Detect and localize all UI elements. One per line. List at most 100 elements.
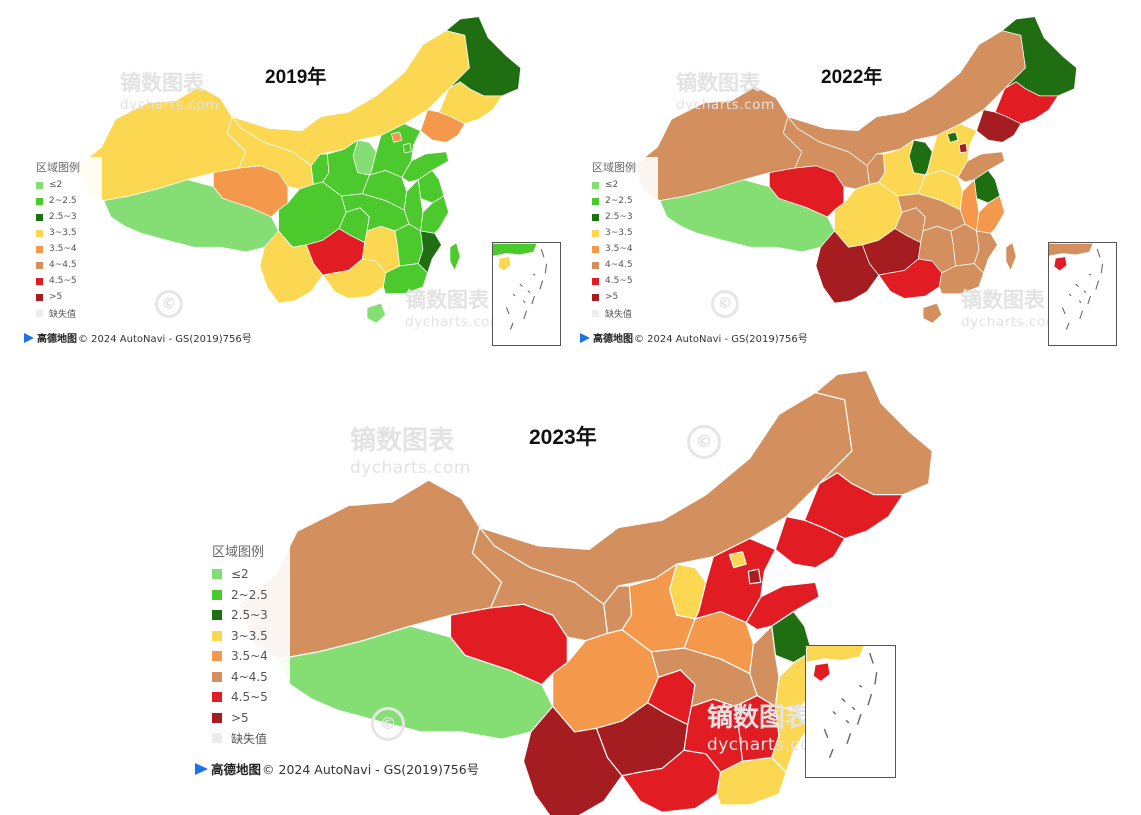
map-legend: 区域图例 ≤2 2~2.5 2.5~3 3~3.5 3.5~4 4~4.5 4.5~5 >5 缺… (580, 157, 658, 323)
legend-item: >5 (592, 289, 658, 305)
inset-boundary-dash (540, 281, 543, 290)
region-taiwan (450, 243, 460, 271)
inset-boundary-dash (506, 307, 509, 314)
inset-boundary-dash (830, 749, 833, 758)
legend-label: 缺失值 (49, 307, 76, 320)
legend-swatch (592, 230, 599, 237)
inset-boundary-dash (852, 707, 855, 710)
legend-swatch (36, 230, 43, 237)
amap-logo-icon (580, 333, 590, 343)
legend-item: ≤2 (36, 177, 102, 193)
region-fujian (418, 231, 441, 273)
legend-item: 2~2.5 (36, 193, 102, 209)
legend-item: 3.5~4 (36, 241, 102, 257)
legend-swatch (212, 610, 222, 620)
inset-boundary-dash (528, 291, 530, 293)
inset-boundary-dash (842, 698, 845, 701)
map-title-year: 2022年 (821, 62, 882, 89)
legend-item: 4.5~5 (212, 687, 290, 708)
region-tianjin (403, 143, 411, 152)
inset-mainland-coast (807, 646, 864, 662)
legend-swatch (36, 262, 43, 269)
inset-boundary-dash (1079, 301, 1081, 303)
legend-label: 2.5~3 (605, 212, 633, 222)
inset-hainan-island (1054, 257, 1066, 270)
legend-item: >5 (212, 708, 290, 729)
legend-item: 2~2.5 (212, 585, 290, 606)
legend-item: >5 (36, 289, 102, 305)
legend-swatch (212, 590, 222, 600)
legend-swatch (592, 182, 599, 189)
inset-boundary-dash (1101, 264, 1102, 273)
inset-boundary-dash (510, 323, 513, 330)
inset-boundary-dash (1062, 307, 1065, 314)
inset-boundary-dash (545, 264, 546, 273)
legend-swatch (36, 310, 43, 317)
map-title-year: 2023年 (529, 421, 597, 451)
legend-swatch (212, 631, 222, 641)
legend-label: 4~4.5 (231, 670, 268, 684)
region-hainan (367, 303, 386, 323)
region-fujian (974, 231, 997, 273)
legend-item: 4~4.5 (36, 257, 102, 273)
region-hainan (923, 303, 942, 323)
legend-swatch (592, 310, 599, 317)
region-tianjin (748, 569, 760, 584)
credit-brand: 高德地图 (37, 330, 77, 345)
legend-item: 3~3.5 (36, 225, 102, 241)
inset-map (1049, 243, 1116, 345)
map-legend: 区域图例 ≤2 2~2.5 2.5~3 3~3.5 3.5~4 4~4.5 4.5~5 >5 缺… (24, 157, 102, 323)
legend-label: 3.5~4 (605, 244, 633, 254)
legend-label: ≤2 (49, 180, 62, 190)
map-panel-2023: 镝数图表 dycharts.com 镝数图表 dycharts.com © © 20… (195, 355, 925, 795)
amap-logo-icon (195, 763, 208, 775)
credit-text: © 2024 AutoNavi - GS(2019)756号 (634, 330, 808, 345)
map-credit: 高德地图 © 2024 AutoNavi - GS(2019)756号 (195, 759, 479, 778)
legend-swatch (592, 246, 599, 253)
legend-label: ≤2 (605, 180, 618, 190)
inset-boundary-dash (875, 672, 877, 684)
south-china-sea-inset (492, 242, 561, 346)
legend-label: ≤2 (231, 567, 249, 581)
credit-text: © 2024 AutoNavi - GS(2019)756号 (78, 330, 252, 345)
watermark: 镝数图表 dycharts.com (961, 284, 1060, 330)
legend-swatch (592, 262, 599, 269)
inset-boundary-dash (1076, 284, 1079, 287)
legend-swatch (592, 198, 599, 205)
inset-boundary-dash (533, 274, 535, 275)
region-zhejiang (421, 196, 449, 233)
legend-label: 3.5~4 (49, 244, 77, 254)
map-panel-2019: 镝数图表 dycharts.com 镝数图表 dycharts.com © 2019… (20, 12, 565, 352)
copyright-watermark-icon: © (711, 290, 739, 318)
legend-item: 3~3.5 (212, 626, 290, 647)
inset-boundary-dash (1089, 274, 1091, 275)
amap-logo-icon (24, 333, 34, 343)
legend-item: 3.5~4 (592, 241, 658, 257)
inset-boundary-dash (523, 301, 525, 303)
inset-boundary-dash (1084, 291, 1086, 293)
copyright-watermark-icon: © (687, 425, 721, 459)
legend-item: ≤2 (592, 177, 658, 193)
copyright-watermark-icon: © (155, 290, 183, 318)
inset-boundary-dash (524, 311, 527, 319)
legend-label: 3~3.5 (605, 228, 633, 238)
legend-item: 2.5~3 (36, 209, 102, 225)
legend-swatch (592, 214, 599, 221)
inset-boundary-dash (847, 733, 850, 743)
map-title-year: 2019年 (265, 62, 326, 89)
legend-item: 3.5~4 (212, 646, 290, 667)
legend-label: 2.5~3 (49, 212, 77, 222)
inset-boundary-dash (846, 720, 849, 723)
legend-items: ≤2 2~2.5 2.5~3 3~3.5 3.5~4 4~4.5 4.5~5 >5 缺失值 (592, 177, 658, 321)
legend-swatch (592, 278, 599, 285)
map-credit: 高德地图 © 2024 AutoNavi - GS(2019)756号 (580, 330, 808, 345)
legend-item: 2.5~3 (592, 209, 658, 225)
inset-boundary-dash (541, 249, 544, 257)
inset-hainan-island (498, 257, 510, 270)
watermark: 镝数图表 dycharts.com (350, 420, 471, 477)
inset-boundary-dash (1080, 311, 1083, 319)
inset-boundary-dash (1096, 281, 1099, 290)
south-china-sea-inset (1048, 242, 1117, 346)
legend-label: 4~4.5 (49, 260, 77, 270)
legend-item: 缺失值 (212, 728, 290, 749)
